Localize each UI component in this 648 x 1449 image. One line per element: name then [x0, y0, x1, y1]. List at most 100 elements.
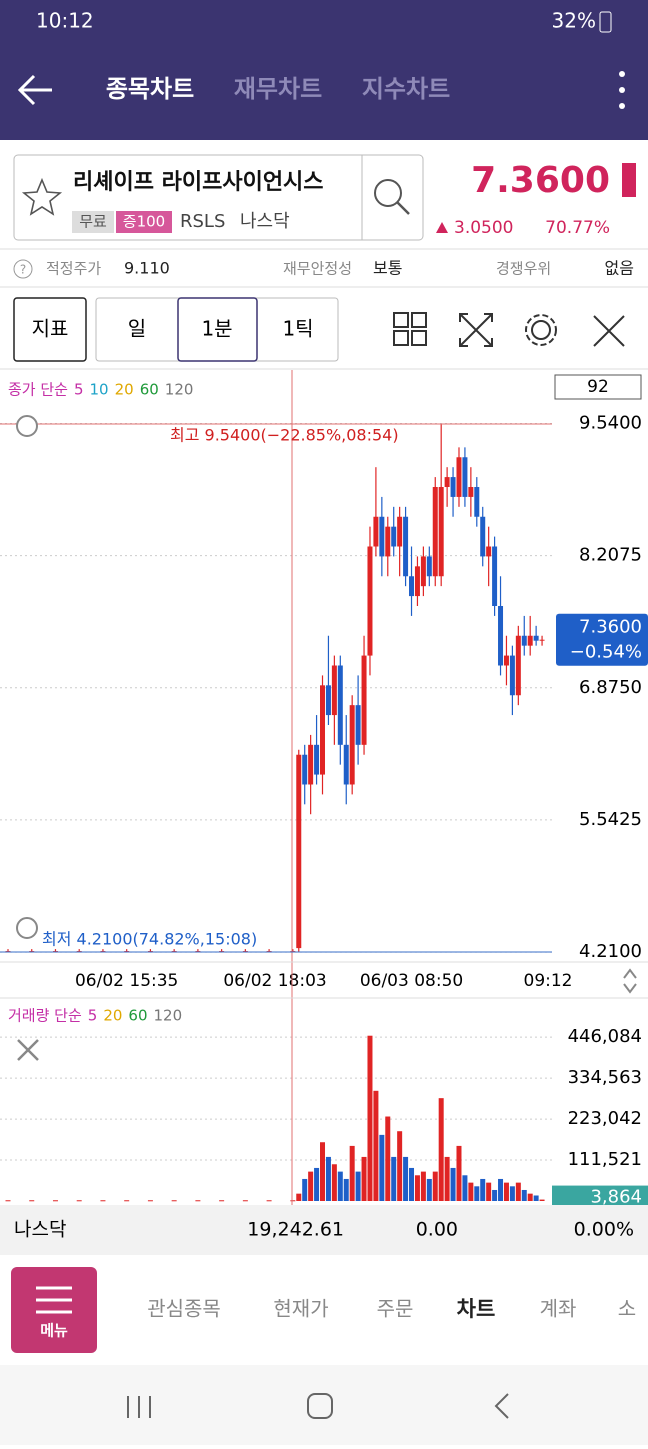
volume-bar	[29, 1200, 35, 1202]
candle-body	[426, 556, 432, 577]
candle-body	[444, 477, 450, 488]
volume-bar	[492, 1189, 498, 1201]
tab[interactable]: 종목차트	[106, 75, 194, 103]
volume-bar	[147, 1200, 153, 1202]
badge-text: 무료	[79, 213, 107, 231]
legend-item: 20	[115, 381, 134, 399]
volume-bar	[480, 1178, 486, 1201]
candle-body	[509, 655, 515, 696]
y-tick-label: 4.2100	[579, 941, 642, 962]
clock: 10:12	[36, 9, 94, 33]
more-menu[interactable]	[619, 71, 625, 109]
volume-bar	[361, 1156, 367, 1201]
volume-bar	[385, 1116, 391, 1201]
volume-bar	[444, 1156, 450, 1201]
nav-item[interactable]: 계좌	[540, 1297, 577, 1321]
volume-bar	[379, 1134, 385, 1201]
y-tick-label: 223,042	[568, 1108, 642, 1129]
legend-item: 20	[103, 1007, 122, 1025]
tab[interactable]: 재무차트	[234, 75, 322, 103]
home[interactable]	[307, 1393, 333, 1419]
candle-body	[320, 685, 326, 775]
volume-bar	[290, 1200, 296, 1202]
recent-apps[interactable]	[127, 1396, 151, 1418]
tab[interactable]: 지수차트	[362, 75, 450, 103]
volume-bar	[325, 1156, 331, 1201]
volume-bar	[450, 1167, 456, 1201]
volume-bar	[195, 1200, 201, 1202]
volume-bar	[171, 1200, 177, 1202]
candle-body	[385, 526, 391, 557]
metric-label: 재무안정성	[283, 260, 352, 278]
tool-icons[interactable]	[393, 312, 625, 347]
nav-item[interactable]: 소	[618, 1297, 636, 1321]
nav-item[interactable]: 관심종목	[147, 1297, 221, 1321]
app-header	[0, 0, 648, 140]
button[interactable]	[13, 297, 87, 362]
candle-body	[367, 546, 373, 656]
volume-bar	[432, 1171, 438, 1201]
candle-body	[539, 639, 545, 641]
volume-bar	[296, 1193, 302, 1201]
button-label[interactable]: 1분	[201, 317, 232, 341]
metric-label: 경쟁우위	[496, 260, 551, 278]
close-volume[interactable]	[17, 1039, 39, 1061]
candle-body	[337, 665, 343, 745]
button-label[interactable]: 일	[128, 317, 146, 341]
volume-bar	[397, 1131, 403, 1201]
volume-bar	[320, 1142, 326, 1201]
candle-body	[420, 556, 426, 587]
nav-item[interactable]: 주문	[377, 1297, 414, 1321]
volume-bar	[474, 1186, 480, 1201]
volume-bar	[527, 1193, 533, 1201]
volume-bar	[498, 1178, 504, 1201]
button-label[interactable]: 1틱	[282, 317, 313, 341]
candle-body	[302, 754, 308, 785]
menu-button[interactable]	[11, 1267, 97, 1353]
candle-body	[474, 487, 480, 517]
y-tick-label: 5.5425	[579, 809, 642, 830]
volume-bar	[468, 1182, 474, 1201]
volume-bar	[219, 1200, 225, 1202]
zoom-out[interactable]	[16, 917, 38, 939]
search-handle	[396, 201, 410, 215]
volume-bar	[420, 1171, 426, 1201]
y-tick-label: 334,563	[568, 1067, 642, 1088]
back-button[interactable]	[17, 74, 52, 106]
candle-body	[355, 705, 361, 745]
candle-body	[468, 487, 474, 497]
count-box	[554, 374, 642, 400]
candle-body	[480, 516, 486, 557]
volume-bar	[266, 1200, 272, 1202]
candle-body	[325, 685, 331, 716]
y-tick-label: 446,084	[568, 1026, 642, 1047]
favorite-star[interactable]	[21, 177, 63, 216]
x-tick-label: 06/02 15:35	[75, 971, 178, 991]
y-tick-label: 9.5400	[579, 413, 642, 434]
volume-bar	[52, 1200, 58, 1202]
help-icon[interactable]	[13, 259, 33, 279]
stock-name: 리셰이프 라이프사이언시스	[73, 170, 324, 195]
volume-bar	[503, 1182, 509, 1201]
volume-bar	[367, 1035, 373, 1201]
back[interactable]	[494, 1393, 509, 1419]
scroll-arrows[interactable]	[623, 968, 637, 994]
metric-value: 보통	[373, 259, 402, 278]
button[interactable]	[177, 297, 258, 362]
nav-item[interactable]: 현재가	[273, 1297, 328, 1321]
candle-body	[314, 744, 320, 775]
battery-icon	[599, 11, 612, 33]
search-button[interactable]	[374, 179, 402, 207]
y-tick-label: 8.2075	[579, 545, 642, 566]
index-bar	[0, 1205, 648, 1255]
help-glyph: ?	[20, 263, 26, 277]
nav-item[interactable]: 차트	[457, 1297, 496, 1321]
volume-bar	[438, 1098, 444, 1201]
candle-body	[403, 516, 409, 577]
legend-item: 60	[140, 381, 159, 399]
high-label: 최고 9.5400(−22.85%,08:54)	[170, 426, 399, 445]
candle-body	[486, 546, 492, 557]
candle-body	[492, 546, 498, 606]
zoom-in[interactable]	[16, 415, 38, 437]
